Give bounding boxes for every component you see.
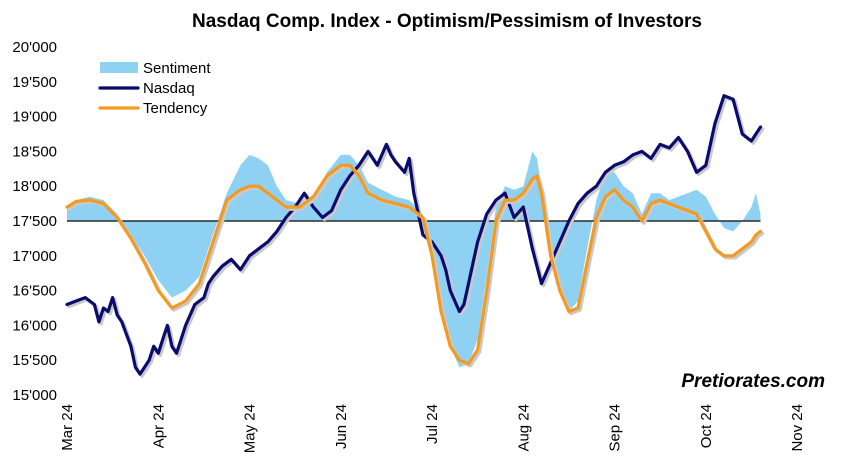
y-tick-label: 18'000	[12, 178, 57, 195]
legend-label-nasdaq: Nasdaq	[143, 80, 195, 97]
x-tick-label: Jun 24	[333, 404, 350, 449]
y-tick-label: 18'500	[12, 143, 57, 160]
tendency-line	[65, 163, 763, 366]
y-axis: 15'000 15'500 16'000 16'500 17'000 17'500 18'0…	[12, 39, 57, 404]
sentiment-area	[67, 151, 761, 368]
y-tick-label: 16'000	[12, 317, 57, 334]
y-tick-label: 15'500	[12, 352, 57, 369]
y-tick-label: 17'000	[12, 248, 57, 265]
x-tick-label: Jul 24	[424, 404, 441, 444]
x-tick-label: Oct 24	[698, 404, 715, 448]
y-tick-label: 16'500	[12, 283, 57, 300]
x-axis: Mar 24 Apr 24 May 24 Jun 24 Jul 24 Aug 24 Sep …	[59, 404, 806, 453]
x-tick-label: Aug 24	[515, 404, 532, 452]
sentiment-area-group	[67, 151, 761, 368]
y-tick-label: 19'000	[12, 109, 57, 126]
legend-label-tendency: Tendency	[143, 100, 208, 117]
x-tick-label: Nov 24	[789, 404, 806, 452]
x-tick-label: May 24	[242, 404, 259, 453]
x-tick-label: Mar 24	[59, 404, 76, 451]
watermark-text: Pretiorates.com	[681, 371, 825, 392]
y-tick-label: 20'000	[12, 39, 57, 56]
y-tick-label: 19'500	[12, 74, 57, 91]
y-tick-label: 15'000	[12, 387, 57, 404]
series-lines-group	[65, 94, 765, 378]
legend: Sentiment Nasdaq Tendency	[98, 60, 211, 117]
legend-label-sentiment: Sentiment	[143, 60, 211, 77]
legend-swatch-sentiment	[100, 62, 138, 73]
y-tick-label: 17'500	[12, 213, 57, 230]
nasdaq-line	[65, 94, 763, 376]
chart-title: Nasdaq Comp. Index - Optimism/Pessimism …	[192, 11, 702, 32]
x-tick-label: Apr 24	[150, 404, 167, 448]
x-tick-label: Sep 24	[607, 404, 624, 452]
